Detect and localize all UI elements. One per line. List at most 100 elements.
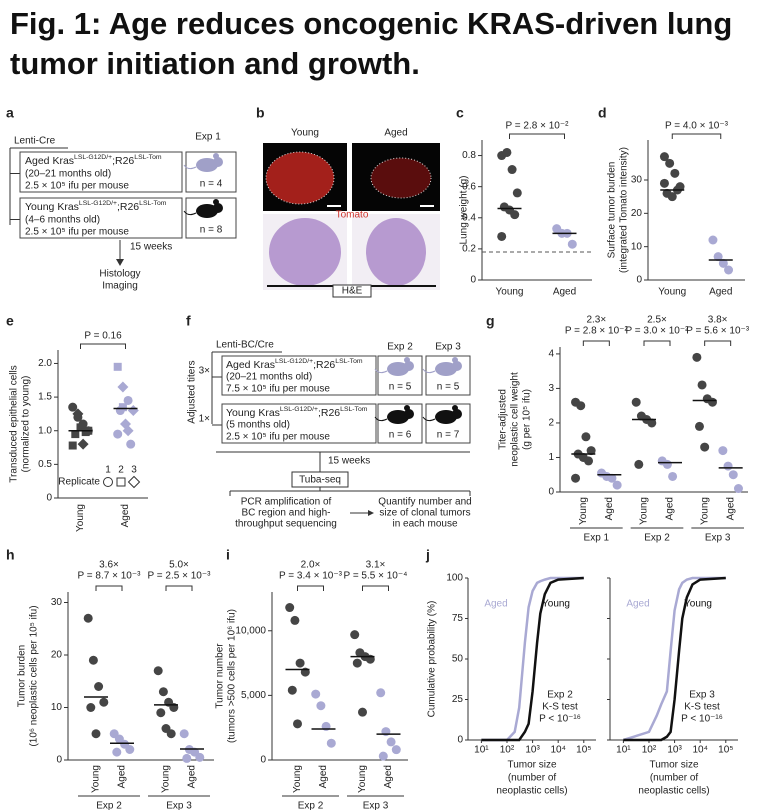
scale-bar xyxy=(327,205,341,207)
legend-symbol xyxy=(116,477,126,487)
cohort-box xyxy=(221,403,377,444)
genotype: Aged KrasLSL-G12D/+;R26LSL-Tom xyxy=(226,358,363,371)
x-axis-label: neoplastic cells) xyxy=(638,786,709,797)
group-label: Aged xyxy=(318,765,329,788)
data-point xyxy=(91,729,101,739)
data-point xyxy=(123,395,133,405)
y-axis-label: (tumors >500 cells per 10⁶ ifu) xyxy=(227,609,238,743)
y-tick-label: 0 xyxy=(260,755,266,766)
y-tick-label: 0 xyxy=(636,275,642,286)
cohort-age: (20–21 months old) xyxy=(226,372,312,383)
data-point xyxy=(179,729,189,739)
p-value: P = 5.6 × 10⁻³ xyxy=(686,326,750,337)
data-point xyxy=(126,439,136,449)
group-label: Young xyxy=(357,765,368,793)
fold-change: 3.6× xyxy=(99,560,119,571)
data-point xyxy=(571,473,581,483)
mouse-icon xyxy=(213,157,223,167)
data-point xyxy=(665,158,675,168)
workflow-step: BC region and high- xyxy=(242,508,331,519)
data-point xyxy=(76,423,85,432)
y-tick-label: 20 xyxy=(631,208,643,219)
significance-bracket xyxy=(95,585,123,591)
data-point xyxy=(584,456,594,466)
data-point xyxy=(581,432,591,442)
panel-label: e xyxy=(6,313,14,329)
series-label: Aged xyxy=(484,599,507,610)
y-axis-label: Cumulative probability (%) xyxy=(427,601,438,718)
legend-title: Replicate xyxy=(58,477,100,488)
test-annotation: P < 10⁻¹⁶ xyxy=(681,714,723,725)
group-label: Young xyxy=(578,497,589,525)
data-point xyxy=(497,231,507,241)
text-part: Young Kras xyxy=(25,201,79,213)
titer-multiplier: 1× xyxy=(199,414,211,425)
data-point xyxy=(659,178,669,188)
x-axis-label: (number of xyxy=(508,773,557,784)
x-tick-label: 10¹ xyxy=(474,745,489,756)
mouse-icon xyxy=(387,410,409,424)
data-point xyxy=(117,381,129,393)
x-axis-label: (number of xyxy=(650,773,699,784)
mouse-icon xyxy=(435,362,457,376)
mouse-icon xyxy=(213,203,223,213)
p-value: P = 3.4 × 10⁻³ xyxy=(279,571,343,582)
y-tick-label: 0.4 xyxy=(462,212,476,223)
cohort-dose: 2.5 × 10⁵ ifu per mouse xyxy=(226,432,330,443)
text-part: Aged Kras xyxy=(226,359,275,371)
mouse-icon xyxy=(422,368,436,374)
series-label: Aged xyxy=(626,599,649,610)
y-tick-label: 4 xyxy=(548,349,554,360)
data-point xyxy=(287,685,297,695)
mouse-icon xyxy=(183,164,197,170)
group-label: Aged xyxy=(187,765,198,788)
p-value: P = 2.8 × 10⁻² xyxy=(565,326,629,337)
y-axis-label: Transduced epithelial cells xyxy=(9,365,20,482)
data-point xyxy=(612,480,622,490)
mouse-icon xyxy=(404,361,414,371)
text-part: ;R26 xyxy=(318,407,340,419)
y-tick-label: 3 xyxy=(548,383,554,394)
genotype: Young KrasLSL-G12D/+;R26LSL-Tom xyxy=(226,406,368,419)
cohort-age: (4–6 months old) xyxy=(25,215,100,226)
experiment-label: Exp 2 xyxy=(298,801,324,810)
x-tick-label: 10³ xyxy=(525,745,540,756)
text-part: ;R26 xyxy=(313,359,335,371)
y-tick-label: 100 xyxy=(446,573,463,584)
data-point xyxy=(182,753,192,763)
mouse-icon xyxy=(404,409,414,419)
panel-label: a xyxy=(6,105,14,121)
y-axis-label: Tumor burden xyxy=(17,645,28,707)
data-point xyxy=(86,703,96,712)
series-label: Young xyxy=(684,599,712,610)
data-point xyxy=(667,192,677,202)
workflow-step: Quantify number and xyxy=(378,497,471,508)
y-axis-label: (10⁶ neoplastic cells per 10⁵ ifu) xyxy=(29,605,40,746)
data-point xyxy=(94,682,104,691)
significance-bracket xyxy=(80,343,126,349)
group-label: Aged xyxy=(709,287,732,298)
x-tick-label: 10⁴ xyxy=(550,745,565,756)
mouse-icon xyxy=(183,210,197,216)
cohort-n: n = 5 xyxy=(437,382,460,393)
series-label: Young xyxy=(542,599,570,610)
group-label: Aged xyxy=(665,497,676,520)
y-tick-label: 50 xyxy=(452,654,464,665)
significance-bracket xyxy=(643,340,671,346)
y-tick-label: 5,000 xyxy=(241,690,266,701)
significance-bracket xyxy=(165,585,193,591)
y-axis-label: Lung weight (g) xyxy=(459,176,470,245)
mouse-icon xyxy=(422,416,436,422)
data-point xyxy=(634,459,644,469)
y-axis-label: Surface tumor burden xyxy=(607,162,618,259)
workflow-step: size of clonal tumors xyxy=(379,508,470,519)
superscript: LSL-G12D/+ xyxy=(74,154,112,161)
panel-label: j xyxy=(425,547,430,563)
data-point xyxy=(724,265,734,275)
text-part: Aged Kras xyxy=(25,155,74,167)
x-tick-label: 10⁵ xyxy=(576,745,591,756)
data-point xyxy=(290,615,300,625)
fold-change: 2.0× xyxy=(301,560,321,571)
data-point xyxy=(567,239,577,249)
cohort-box xyxy=(19,197,183,239)
